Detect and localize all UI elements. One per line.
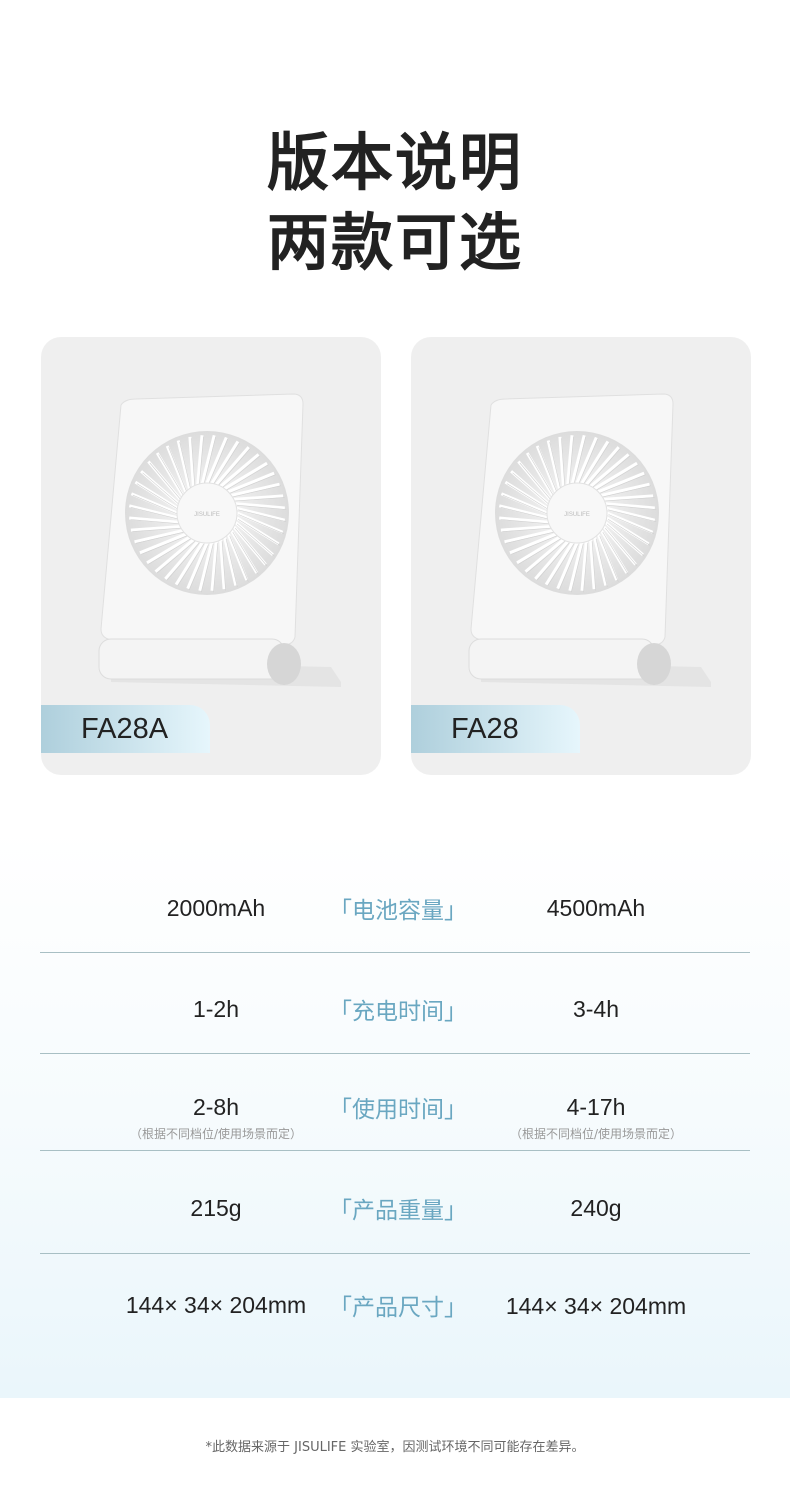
left-note: （根据不同档位/使用场景而定） (129, 1127, 303, 1141)
svg-text:JISULIFE: JISULIFE (194, 512, 220, 518)
spec-row-usage-time: 2-8h （根据不同档位/使用场景而定） 「使用时间」 4-17h （根据不同档位/… (40, 1054, 750, 1151)
model-badge: FA28A (41, 705, 210, 753)
left-value: 2-8h （根据不同档位/使用场景而定） (66, 1094, 366, 1142)
divider (40, 952, 750, 953)
left-value: 2000mAh (166, 895, 266, 921)
spec-comparison: 2000mAh 「电池容量」 4500mAh 1-2h 「充电时间」 3-4h … (0, 830, 790, 1398)
spec-label: 「电池容量」 (329, 898, 467, 924)
right-value: 3-4h (572, 996, 620, 1022)
spec-row-battery: 2000mAh 「电池容量」 4500mAh (40, 853, 750, 953)
fan-image: JISULIFE (468, 393, 711, 687)
left-value: 144× 34× 204mm (125, 1292, 307, 1318)
spec-row-charge-time: 1-2h 「充电时间」 3-4h (40, 954, 750, 1054)
right-value: 240g (570, 1195, 622, 1221)
svg-text:JISULIFE: JISULIFE (564, 512, 590, 518)
left-main: 2-8h (192, 1094, 240, 1120)
spec-label: 「产品尺寸」 (329, 1295, 467, 1321)
title-line-2: 两款可选 (266, 206, 523, 279)
footnote: *此数据来源于 JISULIFE 实验室，因测试环境不同可能存在差异。 (205, 1440, 585, 1455)
divider (40, 1053, 750, 1054)
right-main: 4-17h (566, 1094, 626, 1120)
spec-row-size: 144× 34× 204mm 「产品尺寸」 144× 34× 204mm (40, 1254, 750, 1354)
left-value: 215g (190, 1195, 242, 1221)
right-value: 4500mAh (546, 895, 646, 921)
spec-label: 「产品重量」 (329, 1198, 467, 1224)
divider (40, 1150, 750, 1151)
spec-label: 「使用时间」 (329, 1097, 467, 1123)
title-line-1: 版本说明 (266, 126, 523, 199)
left-value: 1-2h (192, 996, 240, 1022)
right-note: （根据不同档位/使用场景而定） (509, 1127, 683, 1141)
product-card-fa28[interactable]: JISULIFE FA28 (411, 337, 751, 775)
model-badge: FA28 (411, 705, 580, 753)
spec-label: 「充电时间」 (329, 999, 467, 1025)
spec-row-weight: 215g 「产品重量」 240g (40, 1151, 750, 1254)
right-value: 144× 34× 204mm (505, 1293, 687, 1319)
product-card-fa28a[interactable]: JISULIFE FA28A (41, 337, 381, 775)
divider (40, 1253, 750, 1254)
fan-image: JISULIFE (98, 393, 341, 687)
right-value: 4-17h （根据不同档位/使用场景而定） (446, 1094, 746, 1142)
